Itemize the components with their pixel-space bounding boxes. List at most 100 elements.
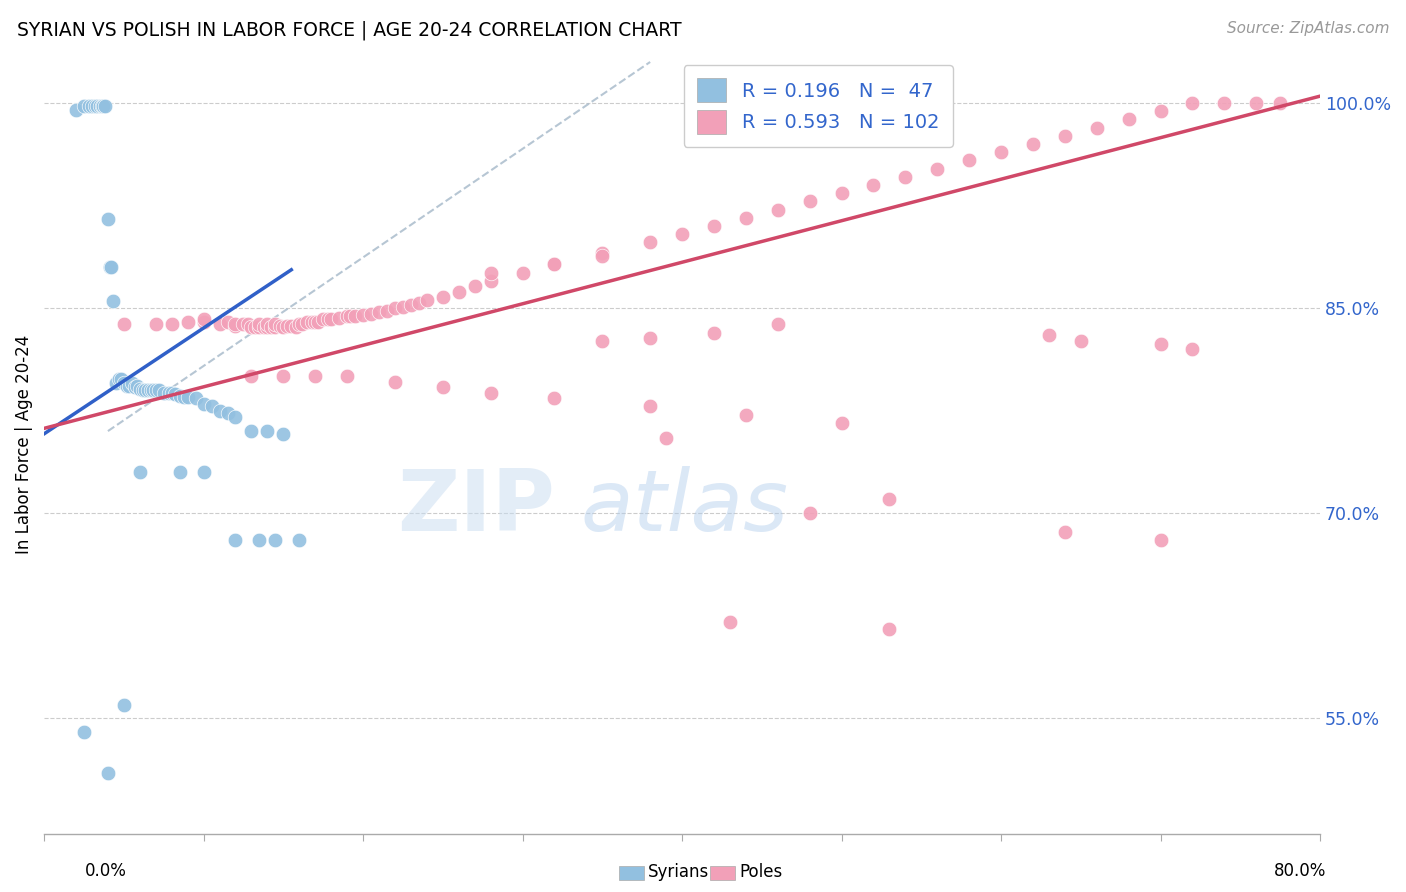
Point (375, 303, 398, 318)
Point (591, 246, 613, 260)
Legend: R = 0.196   N =  47, R = 0.593   N = 102: R = 0.196 N = 47, R = 0.593 N = 102 (683, 65, 953, 147)
Point (1070, 334, 1092, 348)
Point (1053, 525, 1076, 540)
Point (193, 397, 215, 411)
Point (276, 318, 298, 333)
Point (224, 410, 246, 425)
Point (98, 260, 121, 274)
Point (432, 290, 454, 304)
Point (301, 315, 323, 329)
Point (1181, 342, 1204, 356)
Point (384, 301, 406, 315)
Point (312, 312, 335, 326)
Text: ZIP: ZIP (396, 466, 554, 549)
Point (512, 265, 534, 279)
Point (73, 99, 96, 113)
Point (256, 318, 278, 332)
Y-axis label: In Labor Force | Age 20-24: In Labor Force | Age 20-24 (15, 335, 32, 555)
Point (112, 318, 135, 332)
Point (208, 403, 231, 417)
Point (80, 99, 103, 113)
Point (110, 372, 132, 386)
Point (100, 260, 122, 274)
Point (831, 416, 853, 430)
Point (264, 533, 287, 548)
Point (84, 99, 107, 113)
Point (862, 178, 884, 192)
Point (73, 724, 96, 739)
Point (1213, 95, 1236, 110)
Point (208, 318, 231, 332)
Point (269, 318, 291, 333)
Point (799, 506, 821, 520)
Point (176, 390, 198, 404)
Point (97, 765, 120, 780)
Point (1022, 136, 1045, 151)
Point (703, 326, 725, 340)
Point (766, 202, 789, 217)
Point (399, 298, 422, 312)
Point (89, 99, 111, 113)
Point (115, 379, 138, 393)
Point (169, 465, 191, 479)
Point (1053, 128, 1076, 143)
Point (1149, 104, 1171, 119)
Point (273, 426, 295, 441)
Point (163, 387, 186, 401)
Point (157, 385, 180, 400)
Point (86, 99, 108, 113)
Point (280, 318, 302, 333)
Point (879, 623, 901, 637)
Point (238, 318, 260, 332)
Point (671, 227, 693, 242)
Point (307, 315, 329, 329)
Point (344, 310, 367, 324)
Point (240, 320, 263, 334)
Point (591, 249, 613, 263)
Point (1149, 336, 1171, 351)
Point (160, 385, 183, 400)
Point (240, 369, 263, 384)
Point (408, 295, 430, 310)
Point (259, 320, 281, 334)
Point (224, 533, 246, 548)
Point (304, 315, 326, 329)
Point (101, 294, 124, 309)
Point (160, 318, 183, 332)
Point (703, 219, 725, 233)
Point (136, 383, 159, 397)
Point (1181, 95, 1204, 110)
Point (336, 310, 359, 324)
Point (316, 312, 339, 326)
Point (152, 385, 174, 400)
Point (638, 235, 661, 250)
Point (249, 533, 271, 548)
Point (957, 153, 980, 168)
Point (256, 320, 278, 334)
Point (243, 320, 266, 334)
Point (128, 382, 150, 396)
Point (128, 465, 150, 479)
Point (655, 431, 678, 445)
Point (200, 400, 222, 414)
Point (132, 383, 155, 397)
Point (240, 424, 263, 438)
Point (384, 375, 406, 389)
Text: Source: ZipAtlas.com: Source: ZipAtlas.com (1226, 21, 1389, 36)
Point (124, 380, 146, 394)
Point (121, 376, 143, 391)
Point (734, 211, 756, 225)
Point (990, 145, 1012, 160)
Point (321, 312, 343, 326)
Point (249, 320, 271, 334)
Point (543, 257, 565, 271)
Point (392, 300, 415, 314)
Point (479, 265, 502, 279)
Point (1244, 95, 1267, 110)
Point (328, 310, 350, 325)
Point (264, 320, 287, 334)
Text: Poles: Poles (740, 863, 783, 881)
Point (145, 383, 167, 397)
Point (479, 274, 502, 288)
Point (224, 318, 246, 333)
